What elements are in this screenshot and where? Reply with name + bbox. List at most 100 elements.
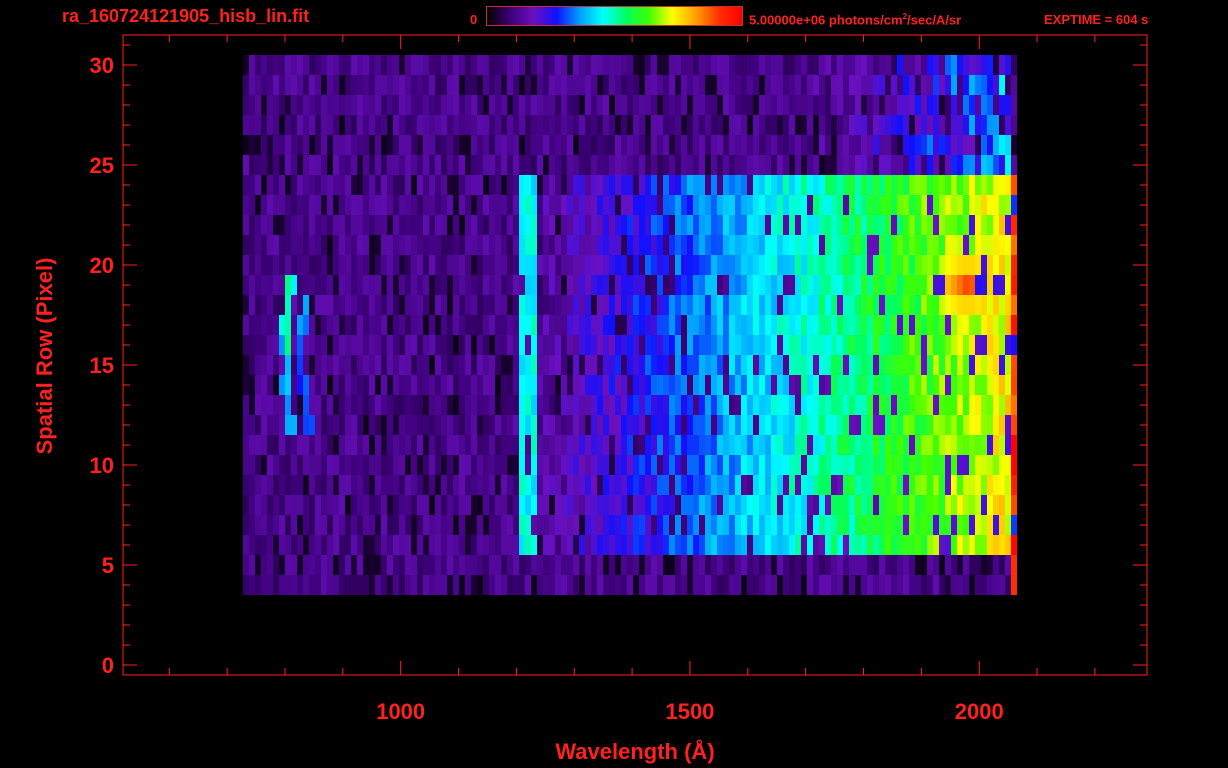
heatmap-cell: [339, 455, 345, 475]
heatmap-cell: [993, 535, 999, 555]
heatmap-cell: [639, 195, 645, 215]
heatmap-cell: [933, 375, 939, 395]
heatmap-cell: [657, 255, 663, 275]
heatmap-cell: [405, 495, 411, 515]
heatmap-cell: [423, 315, 429, 335]
heatmap-cell: [855, 235, 861, 255]
heatmap-cell: [873, 395, 879, 415]
heatmap-cell: [807, 575, 813, 595]
heatmap-cell: [381, 195, 387, 215]
heatmap-cell: [1011, 575, 1017, 595]
heatmap-cell: [933, 335, 939, 355]
heatmap-cell: [831, 575, 837, 595]
heatmap-cell: [621, 255, 627, 275]
heatmap-cell: [711, 535, 717, 555]
heatmap-cell: [861, 555, 867, 575]
heatmap-cell: [369, 575, 375, 595]
heatmap-cell: [945, 235, 951, 255]
heatmap-cell: [357, 575, 363, 595]
heatmap-cell: [291, 55, 297, 75]
heatmap-cell: [681, 375, 687, 395]
heatmap-cell: [969, 375, 975, 395]
heatmap-cell: [279, 95, 285, 115]
heatmap-cell: [321, 355, 327, 375]
heatmap-cell: [429, 555, 435, 575]
heatmap-cell: [591, 435, 597, 455]
heatmap-cell: [615, 575, 621, 595]
heatmap-cell: [495, 415, 501, 435]
heatmap-cell: [525, 435, 531, 455]
heatmap-cell: [747, 435, 753, 455]
heatmap-cell: [501, 335, 507, 355]
heatmap-cell: [927, 235, 933, 255]
heatmap-cell: [987, 495, 993, 515]
heatmap-cell: [513, 495, 519, 515]
heatmap-cell: [399, 335, 405, 355]
heatmap-cell: [423, 275, 429, 295]
heatmap-cell: [765, 255, 771, 275]
heatmap-cell: [741, 575, 747, 595]
heatmap-cell: [933, 215, 939, 235]
heatmap-cell: [639, 375, 645, 395]
heatmap-cell: [723, 295, 729, 315]
heatmap-cell: [699, 575, 705, 595]
heatmap-cell: [327, 295, 333, 315]
heatmap-cell: [249, 295, 255, 315]
heatmap-cell: [555, 375, 561, 395]
heatmap-cell: [615, 55, 621, 75]
heatmap-cell: [519, 395, 525, 415]
heatmap-cell: [429, 155, 435, 175]
heatmap-cell: [519, 235, 525, 255]
heatmap-cell: [363, 355, 369, 375]
heatmap-cell: [921, 255, 927, 275]
heatmap-cell: [513, 275, 519, 295]
heatmap-cell: [813, 275, 819, 295]
heatmap-cell: [819, 575, 825, 595]
heatmap-cell: [819, 335, 825, 355]
heatmap-cell: [381, 375, 387, 395]
heatmap-cell: [543, 395, 549, 415]
heatmap-cell: [639, 515, 645, 535]
heatmap-cell: [903, 315, 909, 335]
heatmap-cell: [741, 235, 747, 255]
heatmap-cell: [789, 75, 795, 95]
heatmap-cell: [291, 415, 297, 435]
heatmap-cell: [273, 295, 279, 315]
heatmap-cell: [429, 415, 435, 435]
heatmap-cell: [327, 455, 333, 475]
heatmap-cell: [633, 335, 639, 355]
heatmap-cell: [375, 315, 381, 335]
heatmap-cell: [765, 435, 771, 455]
heatmap-cell: [561, 555, 567, 575]
heatmap-cell: [375, 395, 381, 415]
heatmap-cell: [417, 395, 423, 415]
heatmap-cell: [507, 575, 513, 595]
heatmap-cell: [267, 375, 273, 395]
heatmap-cell: [453, 315, 459, 335]
heatmap-cell: [465, 115, 471, 135]
heatmap-cell: [621, 575, 627, 595]
heatmap-cell: [699, 55, 705, 75]
heatmap-cell: [519, 575, 525, 595]
heatmap-cell: [885, 235, 891, 255]
heatmap-cell: [735, 515, 741, 535]
heatmap-cell: [333, 515, 339, 535]
heatmap-cell: [831, 355, 837, 375]
heatmap-cell: [927, 515, 933, 535]
heatmap-cell: [261, 355, 267, 375]
heatmap-cell: [321, 95, 327, 115]
heatmap-cell: [321, 195, 327, 215]
heatmap-cell: [633, 415, 639, 435]
heatmap-cell: [771, 235, 777, 255]
heatmap-cell: [759, 335, 765, 355]
heatmap-cell: [987, 555, 993, 575]
heatmap-cell: [789, 175, 795, 195]
heatmap-cell: [495, 55, 501, 75]
heatmap-cell: [597, 455, 603, 475]
heatmap-cell: [597, 395, 603, 415]
heatmap-cell: [693, 335, 699, 355]
heatmap-cell: [627, 475, 633, 495]
heatmap-cell: [303, 335, 309, 355]
heatmap-cell: [783, 115, 789, 135]
heatmap-cell: [303, 355, 309, 375]
